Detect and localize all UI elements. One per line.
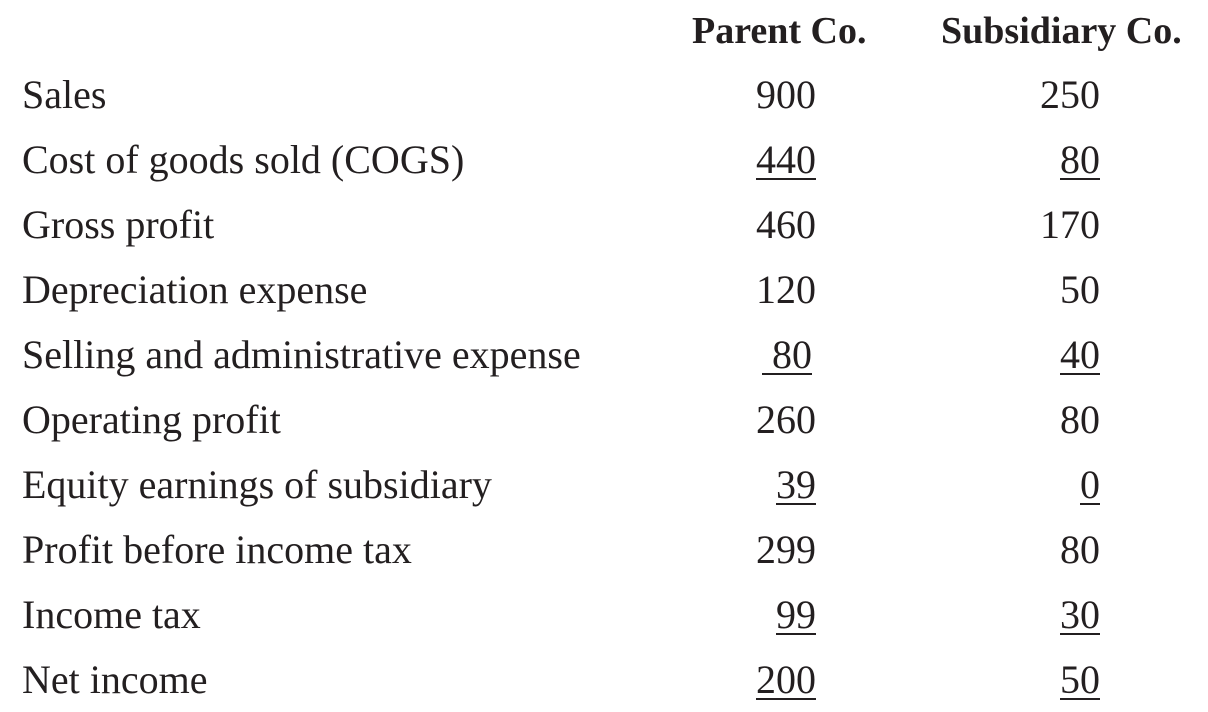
subsidiary-value: 30 xyxy=(1060,592,1100,637)
parent-value: 900 xyxy=(756,72,816,117)
row-label: Selling and administrative expense xyxy=(22,332,581,377)
subsidiary-value: 80 xyxy=(1060,137,1100,182)
subsidiary-value: 170 xyxy=(1040,202,1100,247)
parent-value: 440 xyxy=(756,137,816,182)
subsidiary-value: 80 xyxy=(1060,397,1100,442)
table-row: Gross profit 460 170 xyxy=(0,195,1208,255)
subsidiary-value: 40 xyxy=(1060,332,1100,377)
table-row: Income tax 99 30 xyxy=(0,585,1208,645)
parent-value: 120 xyxy=(756,267,816,312)
row-label: Equity earnings of subsidiary xyxy=(22,462,492,507)
row-label: Sales xyxy=(22,72,107,117)
subsidiary-value: 50 xyxy=(1060,267,1100,312)
row-label: Profit before income tax xyxy=(22,527,412,572)
parent-value: 80 xyxy=(762,332,812,377)
row-label: Cost of goods sold (COGS) xyxy=(22,137,465,182)
column-header-parent: Parent Co. xyxy=(692,10,867,52)
table-row: Profit before income tax 299 80 xyxy=(0,520,1208,580)
parent-value: 460 xyxy=(756,202,816,247)
table-row: Sales 900 250 xyxy=(0,65,1208,125)
table-row: Cost of goods sold (COGS) 440 80 xyxy=(0,130,1208,190)
table-row: Equity earnings of subsidiary 39 0 xyxy=(0,455,1208,515)
table-row: Operating profit 260 80 xyxy=(0,390,1208,450)
subsidiary-value: 50 xyxy=(1060,657,1100,702)
subsidiary-value: 250 xyxy=(1040,72,1100,117)
subsidiary-value: 0 xyxy=(1080,462,1100,507)
parent-value: 39 xyxy=(776,462,816,507)
parent-value: 299 xyxy=(756,527,816,572)
table-row: Selling and administrative expense 80 40 xyxy=(0,325,1208,385)
table-row: Net income 200 50 xyxy=(0,650,1208,710)
subsidiary-value: 80 xyxy=(1060,527,1100,572)
row-label: Operating profit xyxy=(22,397,281,442)
parent-value: 200 xyxy=(756,657,816,702)
parent-value: 260 xyxy=(756,397,816,442)
column-header-subsidiary: Subsidiary Co. xyxy=(941,10,1182,52)
row-label: Gross profit xyxy=(22,202,215,247)
table-row: Depreciation expense 120 50 xyxy=(0,260,1208,320)
parent-value: 99 xyxy=(776,592,816,637)
row-label: Income tax xyxy=(22,592,201,637)
row-label: Depreciation expense xyxy=(22,267,368,312)
row-label: Net income xyxy=(22,657,208,702)
